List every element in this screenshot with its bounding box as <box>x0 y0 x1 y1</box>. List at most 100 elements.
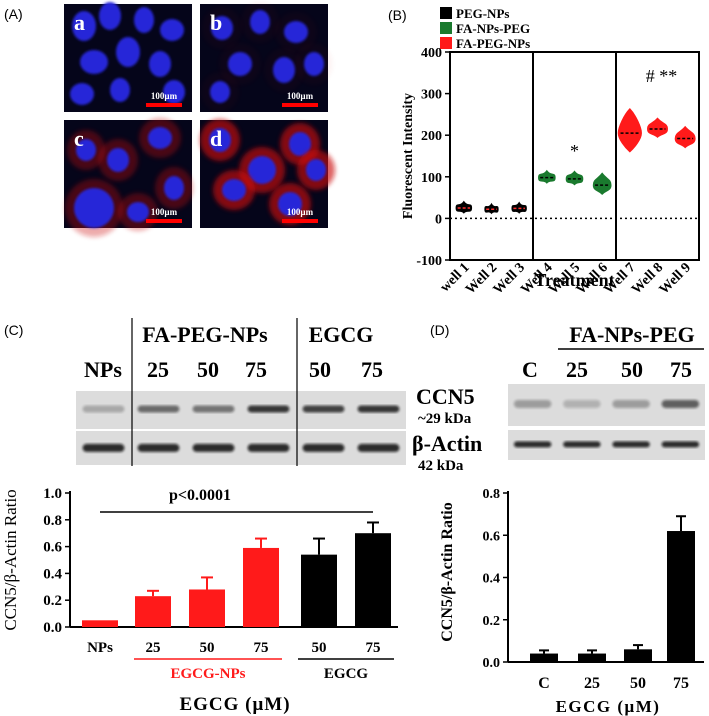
blot-band <box>612 441 650 448</box>
blot-group-label: EGCG <box>309 322 374 347</box>
violin-FA-PEG-NPs <box>647 117 668 138</box>
violin-FA-NPs-PEG <box>538 169 556 184</box>
y-tick-label: 300 <box>421 88 442 103</box>
blue-nucleus <box>134 7 154 33</box>
bar <box>243 547 279 627</box>
scale-bar <box>146 219 182 223</box>
blot-lane-label: 50 <box>309 357 331 382</box>
micrograph-a: a 100µm <box>64 2 192 112</box>
blot-lane-label: 75 <box>245 357 267 382</box>
violin-FA-NPs-PEG <box>565 170 584 186</box>
blot-band <box>302 405 345 413</box>
blot-band <box>82 443 125 452</box>
y-axis-label: Fluorescent Intensity <box>401 93 416 219</box>
blot-group-label: FA-NPs-PEG <box>569 322 694 347</box>
y-tick-label: 0.2 <box>483 614 501 629</box>
blot-band <box>661 441 700 448</box>
micrograph-b: b 100µm <box>200 1 333 112</box>
blue-nucleus <box>74 188 114 228</box>
blue-nucleus <box>304 52 324 76</box>
y-tick-label: 400 <box>421 46 442 61</box>
blue-nucleus <box>72 11 96 41</box>
panel-a-label: (A) <box>4 6 23 22</box>
blot-lane-label: 50 <box>197 357 219 382</box>
blot-band <box>137 443 180 452</box>
bar <box>355 533 391 627</box>
blot-lane-label: NPs <box>84 357 122 382</box>
western-blot-d: FA-NPs-PEG C 25 50 75 <box>508 322 705 460</box>
blot-lane-label: 25 <box>147 357 169 382</box>
bar <box>667 531 695 662</box>
blue-nucleus <box>289 132 311 156</box>
western-blot-c: FA-PEG-NPs EGCG NPs 25 50 75 50 75 CCN5 ~29 kDa β-… <box>76 318 482 474</box>
blot-lane-label: 75 <box>670 357 692 382</box>
y-axis-label: CCN5/β-Actin Ratio <box>1 489 20 630</box>
y-tick-label: 0.8 <box>483 487 501 502</box>
y-tick-label: 0.6 <box>43 540 62 556</box>
bar <box>301 554 337 627</box>
blue-nucleus <box>250 10 270 34</box>
blue-nucleus <box>116 37 140 67</box>
y-tick-label: 0.6 <box>483 529 501 544</box>
violin-FA-PEG-NPs <box>617 108 642 153</box>
blue-nucleus <box>110 78 130 102</box>
blot-band <box>247 443 290 452</box>
scale-bar <box>282 103 318 107</box>
blot-band <box>192 443 235 452</box>
bar <box>578 653 606 662</box>
blot-band <box>137 405 180 413</box>
bar <box>135 596 171 627</box>
micrograph-letter: d <box>210 126 222 151</box>
blue-nucleus <box>211 16 233 40</box>
blot-lane-label: 25 <box>566 357 588 382</box>
violin-FA-NPs-PEG <box>592 172 612 196</box>
y-tick-label: 0.4 <box>483 572 501 587</box>
bar-chart-d: 0.0 0.2 0.4 0.6 0.8 CCN5/β-Actin Ratio C 25 50 75… <box>439 487 704 716</box>
legend-swatch <box>440 7 452 19</box>
scale-bar-label: 100µm <box>151 91 178 101</box>
blot-band <box>357 443 400 452</box>
y-tick-label: 200 <box>421 129 442 144</box>
blot-membrane <box>76 431 406 465</box>
bar <box>82 620 118 627</box>
blue-nucleus <box>306 159 326 181</box>
blot-lane-label: 50 <box>621 357 643 382</box>
legend-swatch <box>440 37 452 49</box>
x-axis-label: Treatment <box>534 270 614 290</box>
blue-nucleus <box>164 176 184 200</box>
blot-lane-label: C <box>522 357 538 382</box>
blot-band <box>82 405 125 413</box>
scale-bar-label: 100µm <box>151 207 178 217</box>
blot-lane-label: 75 <box>361 357 383 382</box>
micrograph-d: d 100µm <box>200 119 335 228</box>
legend-swatch <box>440 22 452 34</box>
panel-a-micrographs: a 100µm b 100µm c 100µm d 100µm <box>64 1 335 237</box>
group-frame <box>615 51 700 261</box>
blue-nucleus <box>228 52 252 76</box>
blue-nucleus <box>99 2 121 30</box>
y-tick-label: 0.4 <box>43 566 62 582</box>
x-tick-label: NPs <box>87 640 113 656</box>
blot-band <box>192 405 235 413</box>
actin-kda: 42 kDa <box>418 458 464 474</box>
y-tick-label: 0.0 <box>43 620 62 636</box>
group-frame <box>449 51 534 261</box>
blue-nucleus <box>148 127 172 149</box>
y-tick-label: 0.8 <box>43 513 62 529</box>
blue-nucleus <box>278 192 302 216</box>
blot-band <box>357 405 400 413</box>
y-tick-label: 100 <box>421 171 442 186</box>
blot-band <box>563 441 601 448</box>
micrograph-c: c 100µm <box>64 118 193 237</box>
micrograph-letter: b <box>210 10 222 35</box>
y-tick-label: -100 <box>416 254 442 269</box>
legend-label: FA-PEG-NPs <box>456 36 530 51</box>
legend-label: FA-NPs-PEG <box>456 21 530 36</box>
group-label: EGCG <box>324 666 369 682</box>
blue-nucleus <box>284 21 308 43</box>
significance-label: p<0.0001 <box>169 487 231 504</box>
blue-nucleus <box>273 57 295 83</box>
panel-d-label: (D) <box>430 322 449 338</box>
x-tick-label: 25 <box>584 675 600 692</box>
scale-bar <box>146 103 182 107</box>
